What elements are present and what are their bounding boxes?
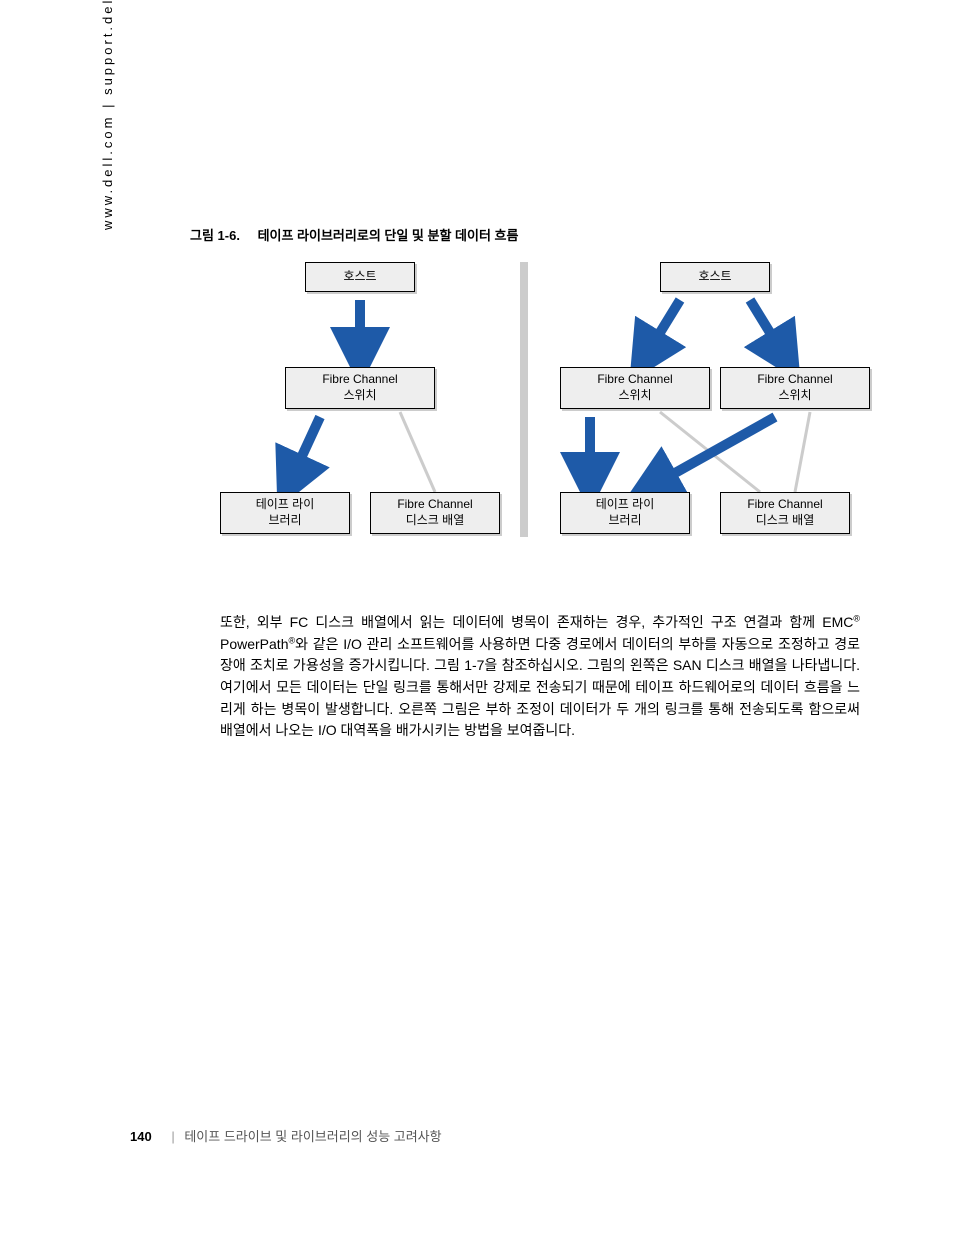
flow-diagram: 호스트 Fibre Channel스위치테이프 라이브러리 Fibre Channe… <box>220 262 900 582</box>
figure-number: 그림 1-6. <box>190 228 240 243</box>
node-r_sw2: Fibre Channel스위치 <box>720 367 870 409</box>
para-t3: 와 같은 I/O 관리 소프트웨어를 사용하면 다중 경로에서 데이터의 부하를… <box>220 636 860 739</box>
node-l_disk: Fibre Channel디스크 배열 <box>370 492 500 534</box>
node-r_disk: Fibre Channel디스크 배열 <box>720 492 850 534</box>
footer-section-title: 테이프 드라이브 및 라이브러리의 성능 고려사항 <box>184 1129 441 1144</box>
figure-caption: 그림 1-6. 테이프 라이브러리로의 단일 및 분할 데이터 흐름 <box>190 225 870 244</box>
para-t2: PowerPath <box>220 636 288 652</box>
node-l_sw: Fibre Channel스위치 <box>285 367 435 409</box>
sidebar-url-text: www.dell.com | support.dell.com <box>100 0 115 230</box>
para-t1: 또한, 외부 FC 디스크 배열에서 읽는 데이터에 병목이 존재하는 경우, … <box>220 614 853 630</box>
diagram-divider <box>520 262 528 537</box>
node-r_tape: 테이프 라이브러리 <box>560 492 690 534</box>
body-paragraph: 또한, 외부 FC 디스크 배열에서 읽는 데이터에 병목이 존재하는 경우, … <box>220 612 860 742</box>
page-footer: 140 | 테이프 드라이브 및 라이브러리의 성능 고려사항 <box>130 1126 442 1145</box>
node-r_sw1: Fibre Channel스위치 <box>560 367 710 409</box>
node-l_tape: 테이프 라이브러리 <box>220 492 350 534</box>
node-l_host: 호스트 <box>305 262 415 292</box>
reg-mark-1: ® <box>853 613 860 623</box>
page-number: 140 <box>130 1129 152 1144</box>
diagram-connectors <box>220 262 900 582</box>
page: www.dell.com | support.dell.com 그림 1-6. … <box>0 0 954 1235</box>
content-area: 그림 1-6. 테이프 라이브러리로의 단일 및 분할 데이터 흐름 호스트 Fi… <box>190 225 870 742</box>
footer-separator: | <box>171 1129 174 1144</box>
figure-title: 테이프 라이브러리로의 단일 및 분할 데이터 흐름 <box>258 228 519 243</box>
node-r_host: 호스트 <box>660 262 770 292</box>
